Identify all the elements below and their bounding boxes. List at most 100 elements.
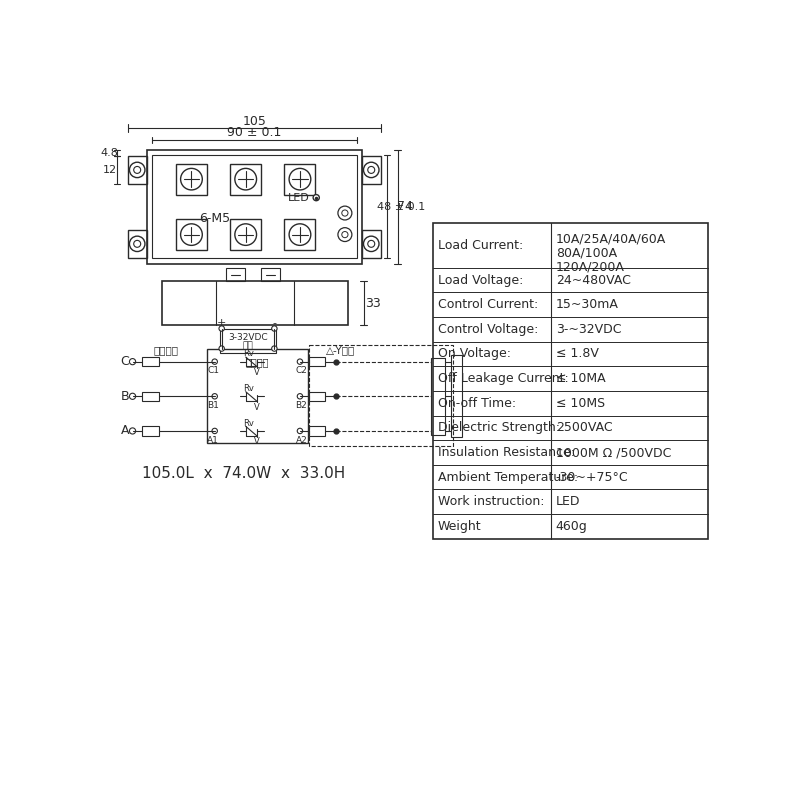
Text: ≤ 1.8V: ≤ 1.8V: [556, 347, 598, 361]
Circle shape: [219, 326, 224, 331]
Bar: [128, 156, 146, 184]
Circle shape: [363, 162, 379, 178]
Circle shape: [342, 210, 348, 216]
Circle shape: [212, 428, 218, 434]
Text: 10A/25A/40A/60A: 10A/25A/40A/60A: [556, 232, 666, 246]
Text: C2: C2: [295, 366, 307, 375]
Text: Dielectric Strength:: Dielectric Strength:: [438, 422, 560, 434]
Text: A2: A2: [296, 436, 307, 445]
Text: 6-M5: 6-M5: [199, 212, 230, 225]
Bar: [230, 219, 262, 250]
Text: 12: 12: [103, 165, 117, 175]
Text: ≤ 10MS: ≤ 10MS: [556, 397, 605, 410]
Bar: [230, 164, 262, 194]
Text: Load Current:: Load Current:: [438, 239, 523, 252]
Circle shape: [219, 346, 224, 351]
Bar: [226, 269, 245, 281]
Text: V: V: [254, 438, 259, 446]
Circle shape: [134, 240, 141, 247]
Text: 3-~32VDC: 3-~32VDC: [556, 323, 622, 336]
Text: C1: C1: [207, 366, 219, 375]
Text: Insulation Resistance:: Insulation Resistance:: [438, 446, 575, 459]
Circle shape: [235, 224, 257, 246]
Text: LED: LED: [556, 495, 580, 508]
Text: 15~30mA: 15~30mA: [556, 298, 618, 311]
Bar: [128, 230, 146, 258]
Text: Rv: Rv: [243, 384, 254, 393]
Text: 输入: 输入: [242, 341, 254, 350]
Bar: [142, 426, 159, 435]
Circle shape: [289, 224, 311, 246]
Text: 105: 105: [242, 115, 266, 128]
Bar: [176, 164, 207, 194]
Bar: [310, 357, 325, 366]
Bar: [142, 357, 159, 366]
Text: 快熟断丝: 快熟断丝: [154, 345, 178, 355]
Circle shape: [181, 224, 202, 246]
Circle shape: [235, 168, 257, 190]
Text: Work instruction:: Work instruction:: [438, 495, 545, 508]
Circle shape: [130, 358, 136, 365]
Text: Control Voltage:: Control Voltage:: [438, 323, 538, 336]
Text: 460g: 460g: [556, 520, 587, 533]
Text: C: C: [121, 355, 129, 368]
Bar: [220, 329, 276, 353]
Text: 90 ± 0.1: 90 ± 0.1: [227, 126, 282, 139]
Bar: [207, 349, 308, 442]
Text: 105.0L  x  74.0W  x  33.0H: 105.0L x 74.0W x 33.0H: [142, 466, 345, 481]
Circle shape: [130, 236, 145, 251]
Text: LED: LED: [288, 193, 310, 202]
Bar: [434, 223, 708, 538]
Text: Rv: Rv: [243, 418, 254, 428]
Circle shape: [289, 168, 311, 190]
Bar: [310, 426, 325, 435]
Circle shape: [368, 240, 374, 247]
Text: Rv: Rv: [243, 350, 254, 358]
Circle shape: [298, 428, 302, 434]
Circle shape: [181, 168, 202, 190]
Bar: [310, 392, 325, 401]
Text: Load Voltage:: Load Voltage:: [438, 274, 523, 286]
Bar: [451, 355, 462, 437]
Text: B2: B2: [296, 401, 307, 410]
Text: Off Leakage Current:: Off Leakage Current:: [438, 372, 569, 385]
Text: Weight: Weight: [438, 520, 482, 533]
Circle shape: [298, 359, 302, 364]
Circle shape: [130, 394, 136, 399]
Text: 2500VAC: 2500VAC: [556, 422, 612, 434]
Text: 120A/200A: 120A/200A: [556, 260, 625, 274]
Bar: [362, 230, 381, 258]
Circle shape: [212, 359, 218, 364]
Circle shape: [342, 231, 348, 238]
Text: V: V: [254, 402, 259, 411]
Text: 4.8: 4.8: [100, 148, 118, 158]
Text: 控制电源: 控制电源: [246, 358, 269, 367]
Circle shape: [338, 228, 352, 242]
Circle shape: [313, 194, 319, 201]
Bar: [362, 156, 381, 184]
Circle shape: [338, 206, 352, 220]
Text: B: B: [121, 390, 129, 403]
Text: +: +: [217, 318, 226, 328]
Text: 33: 33: [365, 297, 381, 310]
Bar: [176, 219, 207, 250]
Circle shape: [363, 236, 379, 251]
Circle shape: [130, 428, 136, 434]
Text: V: V: [254, 368, 259, 377]
Text: 3-32VDC: 3-32VDC: [228, 333, 268, 342]
Text: 24~480VAC: 24~480VAC: [556, 274, 630, 286]
Text: B1: B1: [207, 401, 219, 410]
Circle shape: [368, 166, 374, 174]
Text: On-off Time:: On-off Time:: [438, 397, 516, 410]
Text: -30~+75°C: -30~+75°C: [556, 470, 628, 484]
Text: 48 ± 0.1: 48 ± 0.1: [377, 202, 425, 212]
Text: ≤ 10MA: ≤ 10MA: [556, 372, 606, 385]
Bar: [152, 155, 357, 258]
Bar: [146, 150, 362, 264]
Text: A: A: [121, 425, 129, 438]
Text: A1: A1: [207, 436, 219, 445]
Circle shape: [298, 394, 302, 399]
Bar: [285, 219, 315, 250]
Text: △-Y负载: △-Y负载: [326, 345, 355, 355]
Text: On Voltage:: On Voltage:: [438, 347, 511, 361]
